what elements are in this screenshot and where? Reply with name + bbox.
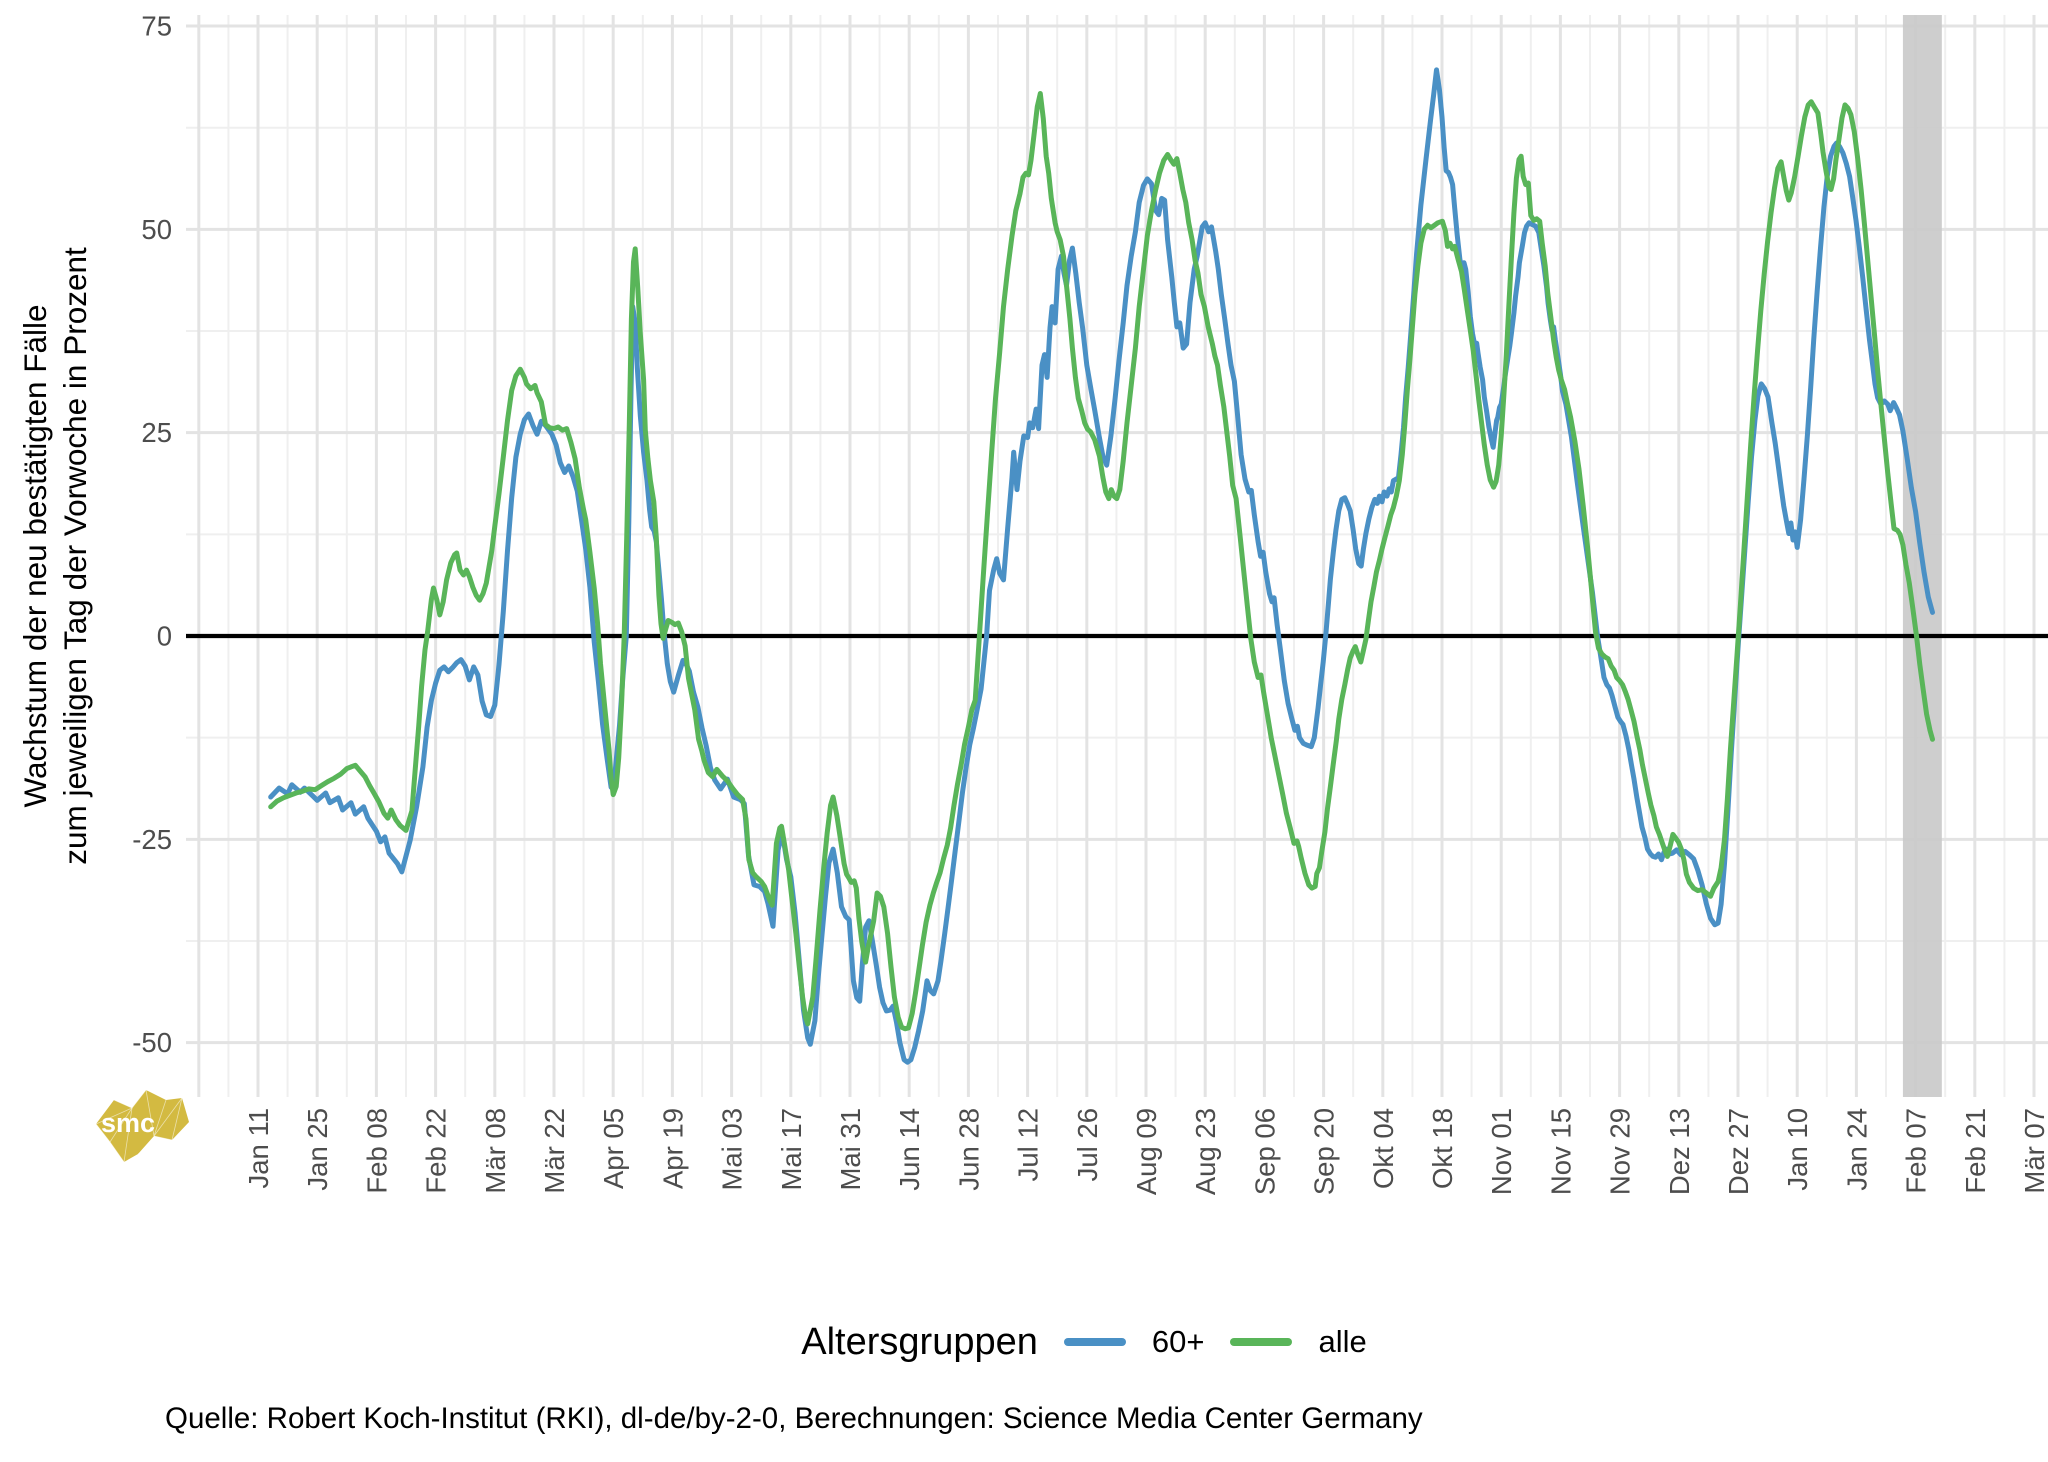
legend-title: Altersgruppen xyxy=(801,1320,1038,1363)
smc-logo-blob xyxy=(96,1090,189,1162)
x-tick-label: Mär 08 xyxy=(480,1108,511,1194)
source-credit: Quelle: Robert Koch-Institut (RKI), dl-d… xyxy=(165,1402,1423,1435)
y-tick-label: -25 xyxy=(132,824,172,855)
x-tick-label: Sep 06 xyxy=(1249,1108,1280,1195)
y-tick-label: 75 xyxy=(141,11,172,42)
y-axis-title-line1: Wachstum der neu bestätigten Fälle xyxy=(17,304,53,807)
smc-logo-text: smc xyxy=(101,1108,155,1138)
x-tick-label: Apr 05 xyxy=(598,1108,629,1189)
x-tick-label: Jul 12 xyxy=(1013,1108,1044,1181)
y-tick-label: -50 xyxy=(132,1027,172,1058)
x-tick-label: Jun 14 xyxy=(894,1108,925,1191)
x-tick-label: Jan 25 xyxy=(302,1108,333,1191)
x-tick-label: Jan 10 xyxy=(1782,1108,1813,1191)
y-axis-title-line2: zum jeweiligen Tag der Vorwoche in Proze… xyxy=(57,247,93,865)
smc-logo: smc xyxy=(95,1089,189,1163)
x-tick-label: Feb 07 xyxy=(1901,1108,1932,1194)
x-tick-label: Mär 07 xyxy=(2019,1108,2048,1194)
x-tick-label: Feb 08 xyxy=(361,1108,392,1194)
x-tick-label: Sep 20 xyxy=(1309,1108,1340,1195)
x-tick-label: Jan 24 xyxy=(1841,1108,1872,1191)
smc-logo-facet-line xyxy=(109,1099,133,1143)
x-tick-label: Nov 29 xyxy=(1605,1108,1636,1195)
x-tick-label: Jun 28 xyxy=(953,1108,984,1191)
x-tick-label: Feb 21 xyxy=(1960,1108,1991,1194)
y-tick-label: 0 xyxy=(157,621,172,652)
smc-logo-facet-line xyxy=(137,1135,174,1155)
y-tick-label: 25 xyxy=(141,417,172,448)
smc-logo-facet-line xyxy=(95,1123,125,1163)
series-line-alle xyxy=(268,91,1935,1032)
legend-line-sample-60plus xyxy=(1063,1338,1126,1346)
legend-label-60plus: 60+ xyxy=(1151,1324,1205,1359)
x-tick-label: Aug 23 xyxy=(1190,1108,1221,1195)
x-tick-label: Dez 13 xyxy=(1664,1108,1695,1195)
x-tick-label: Nov 15 xyxy=(1545,1108,1576,1195)
x-tick-label: Aug 09 xyxy=(1131,1108,1162,1195)
legend-line-sample-alle xyxy=(1230,1338,1293,1346)
legend-label-alle: alle xyxy=(1318,1324,1367,1359)
x-tick-label: Mai 17 xyxy=(776,1108,807,1191)
x-tick-label: Feb 22 xyxy=(421,1108,452,1194)
x-tick-label: Mai 03 xyxy=(717,1108,748,1191)
smc-logo-facet-line xyxy=(153,1097,183,1137)
x-tick-label: Okt 18 xyxy=(1427,1108,1458,1189)
x-tick-label: Nov 01 xyxy=(1486,1108,1517,1195)
legend: Altersgruppen 60+ alle xyxy=(60,1310,2048,1374)
x-tick-label: Apr 19 xyxy=(657,1108,688,1189)
x-tick-label: Dez 27 xyxy=(1723,1108,1754,1195)
series-line-60+ xyxy=(268,67,1935,1065)
x-tick-label: Mai 31 xyxy=(835,1108,866,1191)
x-tick-label: Jul 26 xyxy=(1072,1108,1103,1181)
x-tick-label: Jan 11 xyxy=(243,1108,274,1189)
x-tick-label: Okt 04 xyxy=(1368,1108,1399,1189)
y-tick-label: 50 xyxy=(141,214,172,245)
x-tick-label: Mär 22 xyxy=(539,1108,570,1194)
